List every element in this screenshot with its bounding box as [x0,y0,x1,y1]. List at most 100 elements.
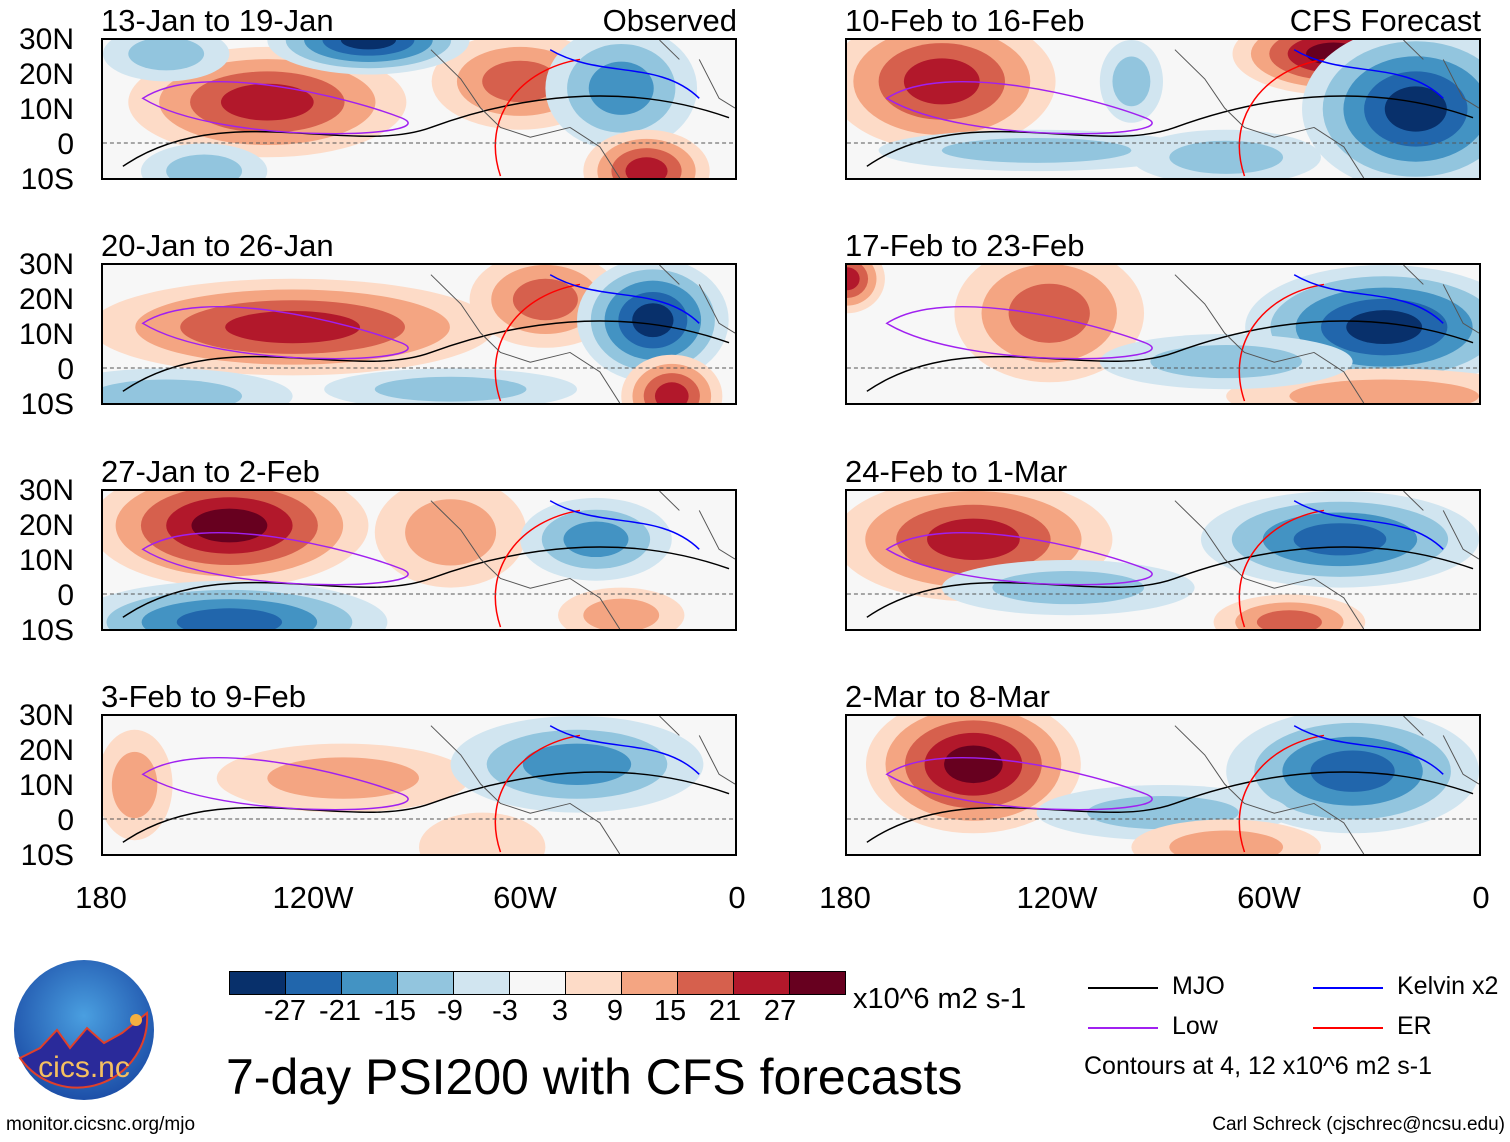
kelvin-contour [549,725,700,775]
low-contour [885,531,1153,586]
lat-label: 0 [57,579,74,612]
panel-title: 27-Jan to 2-Feb [101,454,320,489]
colorbar-swatch [230,972,286,994]
colorbar-label: 27 [763,995,797,1027]
anomaly-contour [583,598,660,629]
lon-label: 120W [272,880,354,915]
coastline [1174,265,1479,403]
panel-title: 17-Feb to 23-Feb [845,228,1085,263]
anomaly-contour [1169,830,1284,854]
anomaly-contour [419,812,546,854]
cics-logo: cics.nc [12,958,156,1102]
legend-label: ER [1397,1012,1432,1040]
anomaly-contour [944,745,1003,784]
mjo-contour [866,320,1474,392]
lat-label: 10N [18,544,74,577]
legend-label: MJO [1172,972,1225,1000]
mjo-contour [122,95,730,167]
colorbar-swatches [229,971,846,995]
contour-note: Contours at 4, 12 x10^6 m2 s-1 [1084,1052,1433,1080]
anomaly-contour [1150,345,1303,379]
anomaly-contour [1384,86,1447,132]
anomaly-contour [1310,750,1395,792]
kelvin-contour [549,274,700,324]
map-panel [845,263,1481,405]
er-contour [494,58,581,177]
credit: Carl Schreck (cjschrec@ncsu.edu) [1212,1114,1505,1135]
panel-title: 20-Jan to 26-Jan [101,228,334,263]
lat-label: 20N [18,509,74,542]
colorbar-label: 21 [708,995,742,1027]
lat-label: 20N [18,734,74,767]
kelvin-contour [1293,274,1444,324]
colorbar-label: 9 [606,995,624,1027]
lon-label: 180 [75,880,127,915]
lon-label: 180 [819,880,871,915]
lat-label: 20N [18,58,74,91]
kelvin-contour [1293,725,1444,775]
anomaly-contour [103,379,243,403]
map-panel [845,38,1481,180]
colorbar-swatch [286,972,342,994]
source-url[interactable]: monitor.cicsnc.org/mjo [6,1114,196,1135]
er-contour [1238,283,1325,402]
lat-label: 10S [20,388,74,421]
er-contour [494,283,581,402]
anomaly-contour [1256,610,1322,629]
anomaly-contour [340,40,397,50]
low-contour [141,531,409,586]
anomaly-contour [374,376,527,402]
kelvin-contour [549,500,700,550]
panel-title: 24-Feb to 1-Mar [845,454,1068,489]
panel-title: 10-Feb to 16-Feb [845,3,1085,38]
anomaly-contour [654,382,689,403]
colorbar-label: -9 [437,995,463,1027]
anomaly-contour [220,83,314,121]
low-contour [141,756,409,811]
colorbar-label: 3 [551,995,569,1027]
figure-title: 7-day PSI200 with CFS forecasts [226,1049,963,1105]
anomaly-contour [927,518,1020,560]
colorbar-swatch [622,972,678,994]
anomaly-contour [166,154,243,178]
anomaly-contour [847,267,860,291]
map-panel [101,489,737,631]
coastline [1174,716,1479,854]
lat-label: 10N [18,93,74,126]
lat-label: 10N [18,769,74,802]
map-panel [101,714,737,856]
lon-label: 0 [1472,880,1490,915]
legend-swatch [1088,987,1158,989]
kelvin-contour [1293,500,1444,550]
lat-label: 30N [18,248,74,281]
legend-swatch [1313,987,1383,989]
panel-title: 13-Jan to 19-Jan [101,3,334,38]
anomaly-contour [992,571,1145,605]
anomaly-contour [405,499,497,566]
lat-label: 10N [18,318,74,351]
lat-label: 30N [18,474,74,507]
legend-swatch [1088,1027,1158,1029]
anomaly-contour [1293,523,1387,556]
low-contour [141,305,409,360]
anomaly-contour [191,508,268,543]
lon-label: 60W [1237,880,1301,915]
map-panel [101,263,737,405]
er-contour [1238,58,1325,177]
panel-title: 3-Feb to 9-Feb [101,679,307,714]
legend-swatch [1313,1027,1383,1029]
anomaly-contour [512,278,578,321]
legend-label: Kelvin x2 [1397,972,1499,1000]
anomaly-contour [625,157,668,178]
colorbar-swatch [510,972,566,994]
anomaly-contour [1346,310,1423,345]
mjo-contour [866,771,1474,843]
lon-label: 120W [1016,880,1098,915]
panel-tag: CFS Forecast [1289,3,1481,38]
anomaly-contour [111,751,158,819]
anomaly-contour [1008,283,1090,343]
logo-name: cics.nc [38,1051,130,1084]
coastline [430,491,735,629]
low-contour [885,305,1153,360]
anomaly-contour [176,608,283,629]
